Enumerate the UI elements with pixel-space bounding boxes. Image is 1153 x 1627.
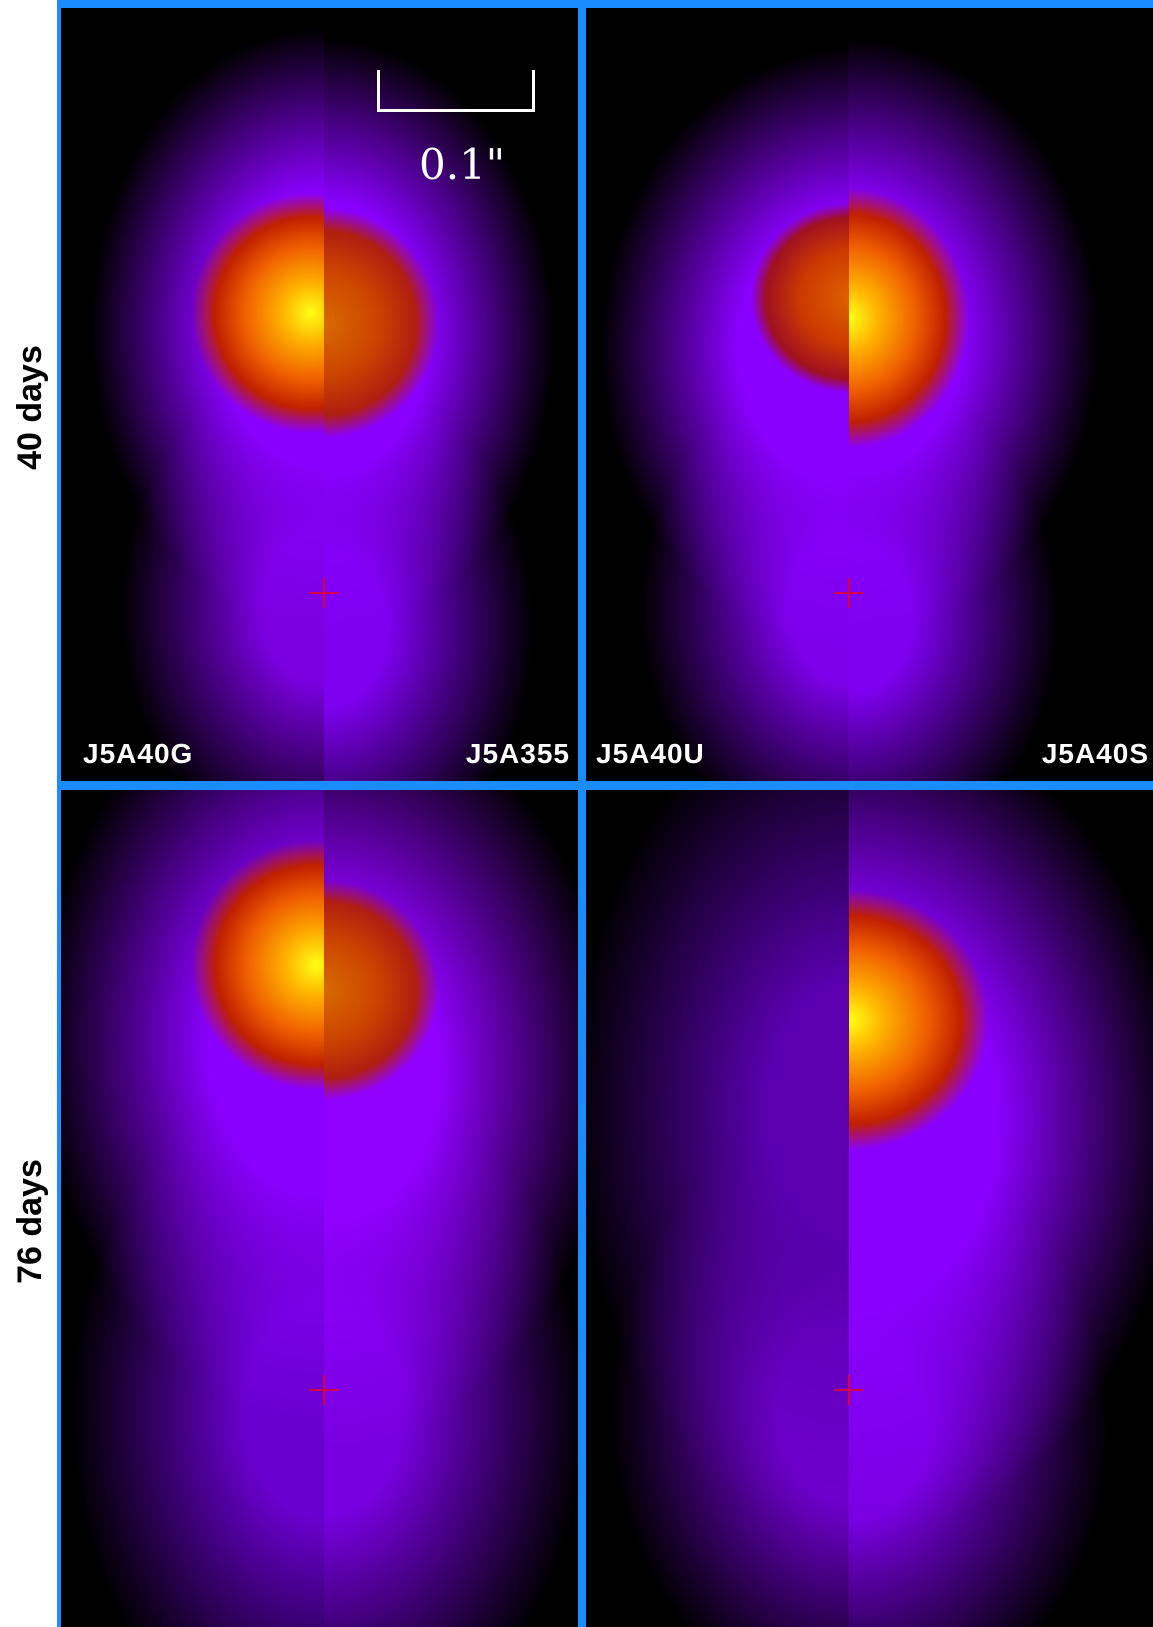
panel-bottom-left-right-half xyxy=(324,790,578,1627)
center-marker xyxy=(309,1375,339,1405)
panel-bottom-right-right-half xyxy=(849,790,1153,1627)
center-marker xyxy=(309,578,339,608)
scale-bar-label: 0.1" xyxy=(419,140,506,189)
panel-label-right: J5A40S xyxy=(1041,738,1149,769)
panel-top-right: J5A40U J5A40S xyxy=(586,8,1153,781)
panel-bottom-right-left-half xyxy=(586,790,849,1627)
panel-bottom-left-left-half xyxy=(61,790,324,1627)
center-marker xyxy=(834,1375,864,1405)
panel-label-left: J5A40U xyxy=(596,738,705,769)
panel-bottom-left xyxy=(61,790,578,1627)
scale-bar-line xyxy=(377,70,535,112)
image-grid-frame: 0.1" J5A40G J5A355 J5A40U J5A40S xyxy=(57,0,1153,1627)
panel-top-right-right-half xyxy=(849,8,1153,781)
row-label-40-days-text: 40 days xyxy=(10,345,49,470)
panel-top-left: 0.1" J5A40G J5A355 xyxy=(61,8,578,781)
panel-top-left-right-half xyxy=(324,8,578,781)
panel-label-left: J5A40G xyxy=(83,738,194,769)
panel-top-left-left-half xyxy=(61,8,324,781)
panel-bottom-right xyxy=(586,790,1153,1627)
center-marker xyxy=(834,578,864,608)
row-label-76-days: 76 days xyxy=(0,815,60,1627)
row-label-76-days-text: 76 days xyxy=(10,1158,49,1284)
panel-label-right: J5A355 xyxy=(465,738,570,769)
panel-top-right-left-half xyxy=(586,8,849,781)
row-label-40-days: 40 days xyxy=(0,0,60,815)
